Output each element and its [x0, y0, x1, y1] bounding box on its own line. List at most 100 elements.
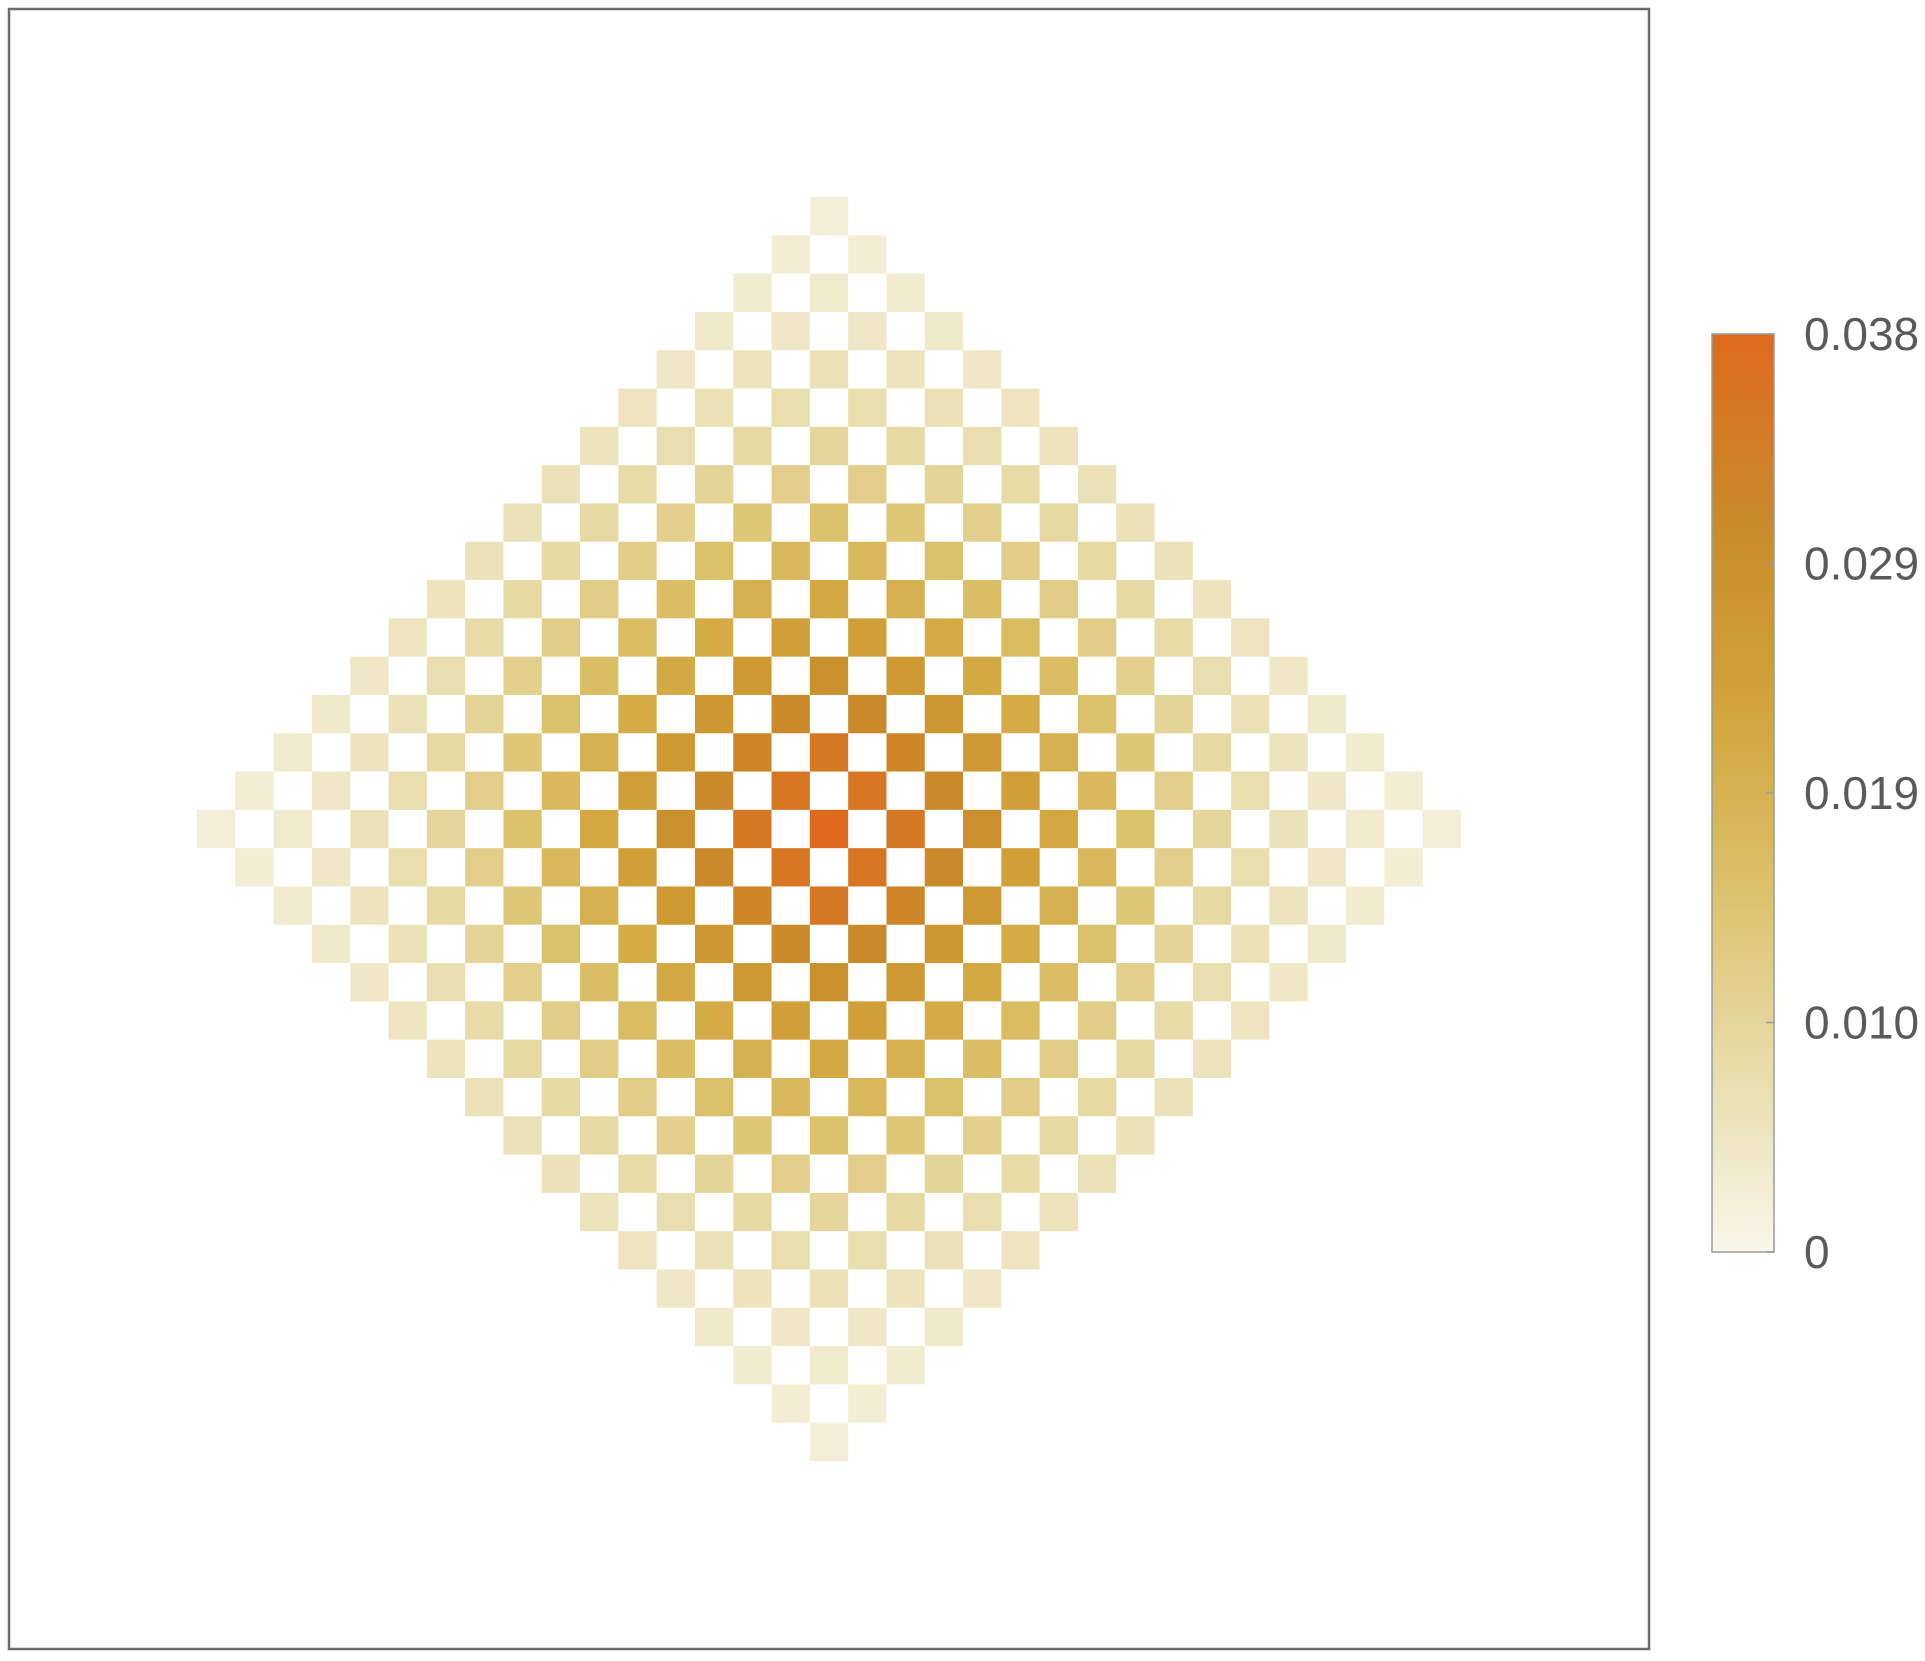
heatmap-cell — [886, 1192, 925, 1232]
heatmap-cell — [733, 503, 772, 542]
heatmap-cell — [1001, 848, 1040, 887]
heatmap-cell — [541, 771, 581, 810]
heatmap-cell — [694, 1001, 734, 1040]
heatmap-cell — [656, 1192, 695, 1232]
heatmap-cell — [1269, 733, 1308, 772]
heatmap-cell — [733, 1039, 772, 1078]
heatmap-cell — [580, 963, 619, 1002]
heatmap-cell — [580, 503, 619, 542]
heatmap-cell — [580, 733, 619, 772]
heatmap-cell — [1231, 1001, 1270, 1040]
heatmap-cell — [886, 503, 925, 542]
heatmap-cell — [1001, 618, 1040, 657]
heatmap-cell — [580, 656, 619, 695]
heatmap-cell — [1116, 733, 1155, 772]
heatmap-cell — [771, 1384, 810, 1423]
heatmap-cell — [1346, 886, 1385, 925]
heatmap-cell — [963, 1269, 1002, 1308]
heatmap-cell — [848, 924, 887, 964]
heatmap-cell — [618, 618, 657, 657]
heatmap-cell — [771, 311, 810, 351]
heatmap-cell — [924, 1154, 964, 1193]
heatmap-cell — [733, 886, 772, 925]
heatmap-cell — [1154, 618, 1193, 657]
heatmap-cell — [1077, 924, 1117, 964]
heatmap-cell — [350, 963, 389, 1002]
heatmap-cell — [656, 1116, 695, 1155]
heatmap-cell — [273, 809, 312, 849]
heatmap-cell — [694, 541, 734, 581]
heatmap-cell — [848, 694, 887, 734]
heatmap-cell — [733, 426, 772, 466]
heatmap-cell — [656, 1269, 695, 1308]
heatmap-cell — [924, 924, 964, 964]
heatmap-cell — [1077, 1001, 1117, 1040]
heatmap-cell — [580, 809, 619, 849]
heatmap-cell — [1154, 848, 1193, 887]
heatmap-cell — [963, 809, 1002, 849]
heatmap-cell — [809, 886, 849, 925]
heatmap-cell — [771, 771, 810, 810]
heatmap-cell — [694, 694, 734, 734]
heatmap-cell — [656, 580, 695, 619]
heatmap-cell — [618, 465, 657, 504]
heatmap-cell — [503, 963, 542, 1002]
heatmap-cell — [1039, 963, 1078, 1002]
heatmap-cell — [1192, 963, 1232, 1002]
heatmap-cell — [1346, 733, 1385, 772]
heatmap-cell — [733, 1346, 772, 1385]
heatmap-cell — [426, 1039, 466, 1078]
heatmap-cell — [197, 809, 236, 849]
heatmap-cell — [733, 963, 772, 1002]
heatmap-cell — [886, 350, 925, 389]
colorbar-tick-label: 0.010 — [1804, 997, 1919, 1049]
heatmap-cell — [963, 426, 1002, 466]
heatmap-cell — [809, 1346, 849, 1385]
heatmap-cell — [1154, 924, 1193, 964]
heatmap-cell — [1001, 388, 1040, 427]
heatmap-cell — [886, 1116, 925, 1155]
heatmap-cell — [1039, 1116, 1078, 1155]
heatmap-cell — [580, 1116, 619, 1155]
heatmap-cell — [771, 1001, 810, 1040]
heatmap-cell — [465, 541, 504, 581]
heatmap-cell — [924, 1307, 964, 1347]
heatmap-cell — [694, 1307, 734, 1347]
heatmap-cell — [733, 1116, 772, 1155]
heatmap-cell — [541, 924, 581, 964]
heatmap-cell — [733, 273, 772, 312]
heatmap-cell — [809, 1039, 849, 1078]
heatmap-cell — [1154, 1001, 1193, 1040]
heatmap-cell — [694, 388, 734, 427]
heatmap-cell — [541, 618, 581, 657]
heatmap-cell — [1116, 580, 1155, 619]
heatmap-cell — [1422, 809, 1461, 849]
heatmap-cell — [809, 426, 849, 466]
heatmap-cell — [963, 503, 1002, 542]
heatmap-cell — [809, 963, 849, 1002]
heatmap-cell — [771, 618, 810, 657]
heatmap-cell — [1077, 618, 1117, 657]
heatmap-cell — [1116, 963, 1155, 1002]
heatmap-cell — [694, 1077, 734, 1117]
heatmap-cell — [1001, 694, 1040, 734]
heatmap-cell — [771, 1154, 810, 1193]
heatmap-cell — [426, 809, 466, 849]
heatmap-cell — [809, 656, 849, 695]
heatmap-cell — [809, 503, 849, 542]
heatmap-cell — [426, 580, 466, 619]
heatmap-cell — [848, 235, 887, 274]
heatmap-cell — [771, 1077, 810, 1117]
heatmap-cell — [1039, 809, 1078, 849]
heatmap-cell — [886, 580, 925, 619]
heatmap-cell — [733, 733, 772, 772]
heatmap-cell — [541, 1154, 581, 1193]
heatmap-cell — [656, 503, 695, 542]
heatmap-cell — [350, 656, 389, 695]
heatmap-cell — [963, 580, 1002, 619]
heatmap-cell — [1039, 426, 1078, 466]
heatmap-cell — [924, 694, 964, 734]
heatmap-cell — [656, 809, 695, 849]
heatmap-cell — [886, 1346, 925, 1385]
heatmap-cell — [1269, 656, 1308, 695]
